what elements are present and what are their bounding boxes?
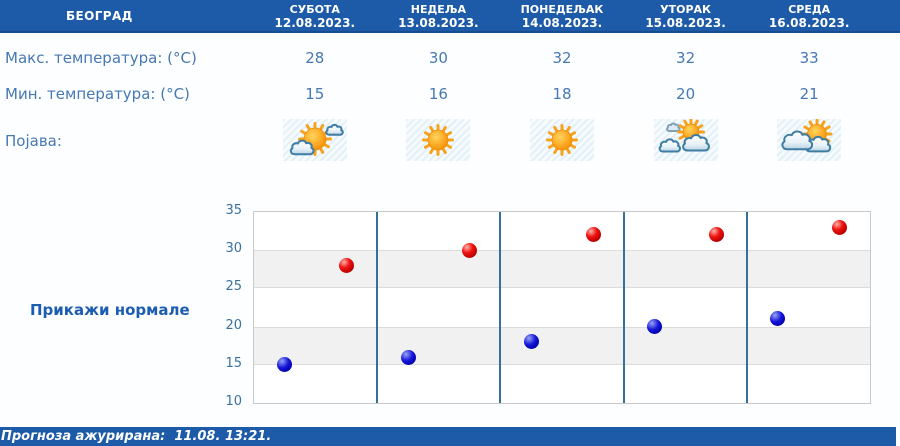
- max-temp-dot: [585, 227, 601, 243]
- mostly-cloudy-icon: [653, 119, 718, 161]
- min-temp-value: 15: [305, 85, 325, 103]
- day-header-wednesday: СРЕДА 16.08.2023.: [747, 3, 871, 30]
- day-header-saturday: СУБОТА 12.08.2023.: [253, 3, 377, 30]
- chart-band: [254, 250, 870, 289]
- min-temp-value: 21: [799, 85, 819, 103]
- chart-band: [254, 212, 870, 251]
- chart-band: [254, 364, 870, 403]
- header-bar: БЕОГРАД СУБОТА 12.08.2023. НЕДЕЉА 13.08.…: [0, 0, 900, 33]
- day-separator-line: [622, 212, 625, 403]
- location-label: БЕОГРАД: [66, 9, 133, 23]
- day-separator-line: [376, 212, 379, 403]
- max-temp-value: 33: [799, 49, 819, 67]
- footer-bar: Прогноза ажурирана: 11.08. 13:21.: [0, 427, 896, 446]
- min-temp-row: 15 16 18 20 21: [253, 85, 871, 103]
- min-temp-value: 16: [428, 85, 448, 103]
- day-name: СРЕДА: [788, 3, 831, 16]
- day-date: 12.08.2023.: [274, 16, 356, 30]
- max-temp-value: 30: [428, 49, 448, 67]
- sunny-icon: [406, 119, 471, 161]
- day-name: УТОРАК: [660, 3, 712, 16]
- min-temp-label: Мин. температура: (°C): [5, 85, 190, 103]
- chart-band: [254, 326, 870, 365]
- day-header-sunday: НЕДЕЉА 13.08.2023.: [377, 3, 501, 30]
- day-date: 15.08.2023.: [645, 16, 726, 30]
- min-temp-value: 20: [676, 85, 696, 103]
- max-temp-value: 28: [305, 49, 325, 67]
- day-separator-line: [499, 212, 502, 403]
- max-temp-value: 32: [676, 49, 696, 67]
- max-temp-label: Макс. температура: (°C): [5, 49, 197, 67]
- forecast-updated-text: Прогноза ажурирана: 11.08. 13:21.: [1, 429, 272, 444]
- max-temp-dot: [462, 242, 478, 258]
- day-date: 14.08.2023.: [521, 16, 603, 30]
- y-tick-label: 15: [225, 355, 242, 371]
- y-tick-label: 25: [225, 279, 242, 295]
- min-temp-value: 18: [552, 85, 572, 103]
- max-temp-dot: [339, 257, 355, 273]
- max-temp-dot: [708, 227, 724, 243]
- day-separator-line: [745, 212, 748, 403]
- min-temp-dot: [646, 319, 662, 335]
- weather-icons-row: [253, 119, 871, 161]
- y-tick-label: 35: [225, 203, 242, 218]
- partly-sunny-icon: [282, 119, 347, 161]
- max-temp-row: 28 30 32 32 33: [253, 49, 871, 67]
- show-normals-button[interactable]: Прикажи нормале: [30, 301, 190, 319]
- min-temp-dot: [400, 349, 416, 365]
- chart-y-ticks: 10 15 20 25 30 35: [214, 203, 248, 409]
- y-tick-label: 20: [225, 317, 242, 333]
- chart-plot: [253, 211, 871, 404]
- phenomenon-label: Појава:: [5, 132, 62, 150]
- day-date: 13.08.2023.: [398, 16, 479, 30]
- y-tick-label: 10: [225, 394, 242, 409]
- cloudy-sun-icon: [777, 119, 842, 161]
- day-date: 16.08.2023.: [768, 16, 850, 30]
- day-header-monday: ПОНЕДЕЉАК 14.08.2023.: [500, 3, 624, 30]
- chart-band: [254, 288, 870, 327]
- min-temp-dot: [277, 357, 293, 373]
- day-headers: СУБОТА 12.08.2023. НЕДЕЉА 13.08.2023. ПО…: [253, 3, 871, 30]
- day-name: НЕДЕЉА: [410, 3, 467, 16]
- sunny-icon: [529, 119, 594, 161]
- min-temp-dot: [770, 311, 786, 327]
- min-temp-dot: [523, 334, 539, 350]
- day-name: ПОНЕДЕЉАК: [520, 3, 604, 16]
- day-name: СУБОТА: [289, 3, 340, 16]
- y-tick-label: 30: [225, 241, 242, 257]
- max-temp-dot: [831, 219, 847, 235]
- max-temp-value: 32: [552, 49, 572, 67]
- day-header-tuesday: УТОРАК 15.08.2023.: [624, 3, 748, 30]
